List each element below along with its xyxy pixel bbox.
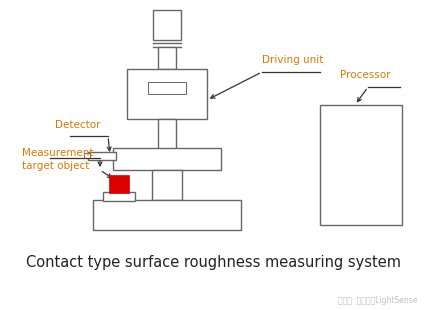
Bar (103, 192, 135, 201)
Bar (127, 69, 207, 119)
Text: Driving unit: Driving unit (262, 55, 322, 65)
Text: Processor: Processor (339, 70, 390, 80)
Bar (158, 119, 176, 159)
Text: Contact type surface roughness measuring system: Contact type surface roughness measuring… (26, 255, 400, 270)
Bar (113, 148, 221, 170)
Bar (109, 175, 129, 193)
Bar (93, 200, 240, 230)
Text: Measurement
target object: Measurement target object (22, 148, 93, 171)
Bar (84, 153, 90, 158)
Bar (148, 82, 186, 94)
Text: Detector: Detector (55, 120, 100, 130)
Bar (158, 47, 176, 69)
Text: 公众号· 谌芯科技LightSense: 公众号· 谌芯科技LightSense (337, 296, 416, 305)
Bar (153, 10, 181, 40)
Bar (152, 170, 181, 200)
Bar (319, 105, 401, 225)
Bar (88, 152, 116, 160)
